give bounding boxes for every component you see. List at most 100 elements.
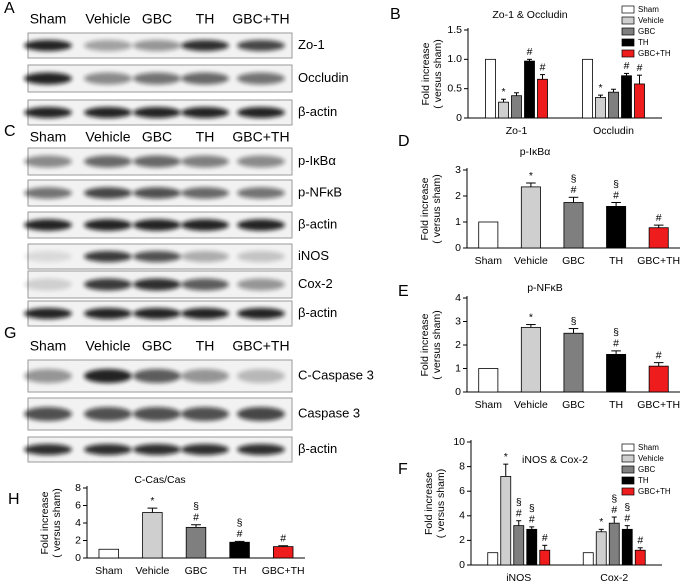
- blot-band: [84, 187, 132, 199]
- row-label: Occludin: [298, 70, 349, 85]
- bar: [608, 91, 619, 119]
- lane-label: GBC: [142, 338, 172, 354]
- panel-letter: H: [8, 491, 20, 508]
- bar: [595, 531, 607, 566]
- blot-band: [133, 278, 181, 291]
- significance-mark: *: [529, 170, 533, 182]
- x-tick-label: TH: [233, 565, 247, 577]
- y-tick-label: 6: [459, 485, 465, 497]
- blot-band: [133, 444, 181, 455]
- blot-band: [24, 251, 72, 262]
- bar: [500, 476, 512, 566]
- row-label: Caspase 3: [298, 405, 360, 420]
- legend-label: Vehicle: [638, 16, 664, 25]
- chart-title: Zo-1 & Occludin: [492, 9, 567, 21]
- blot-band: [84, 72, 132, 85]
- bar: [563, 202, 584, 249]
- x-tick-label: Sham: [95, 565, 123, 577]
- blot-band: [24, 278, 72, 291]
- legend-swatch: [621, 487, 635, 496]
- panel-letter: A: [4, 0, 15, 17]
- x-tick-label: TH: [609, 399, 623, 411]
- blot-band: [84, 219, 132, 231]
- legend-label: TH: [638, 38, 649, 47]
- legend-swatch: [621, 443, 635, 452]
- legend-swatch: [621, 454, 635, 463]
- blot-band: [237, 444, 285, 455]
- blot-band: [24, 308, 72, 319]
- blot-band: [133, 72, 181, 85]
- lane-label: Sham: [30, 338, 67, 354]
- y-tick-label: 2: [455, 190, 461, 202]
- bar: [478, 221, 499, 249]
- significance-mark: #: [529, 514, 535, 526]
- x-tick-label: GBC+TH: [637, 399, 680, 411]
- x-tick-label: Vehicle: [514, 399, 548, 411]
- bar: [648, 227, 669, 249]
- lane-label: GBC: [142, 11, 172, 27]
- bar: [582, 552, 594, 566]
- row-label: iNOS: [298, 248, 329, 263]
- bar: [634, 549, 646, 566]
- bar: [185, 526, 207, 559]
- panel-letter: D: [398, 133, 410, 150]
- significance-mark: *: [599, 516, 603, 528]
- bar: [606, 205, 627, 249]
- legend-label: Vehicle: [638, 454, 664, 463]
- bar: [526, 528, 538, 566]
- y-tick-label: 8: [459, 460, 465, 472]
- significance-mark: §: [611, 493, 617, 505]
- y-tick-label: 4: [455, 292, 461, 304]
- significance-mark: #: [540, 61, 546, 73]
- bar: [498, 101, 509, 119]
- blot-band: [237, 40, 285, 51]
- y-tick-label: 0.5: [447, 82, 462, 94]
- bar: [608, 522, 620, 566]
- y-axis-label: Fold increase( versus sham): [420, 39, 444, 108]
- blot-band: [24, 40, 72, 51]
- blot-band: [84, 155, 132, 168]
- significance-mark: #: [624, 512, 630, 524]
- chart-title: iNOS & Cox-2: [522, 454, 588, 466]
- legend-swatch: [621, 465, 635, 474]
- significance-mark: §: [571, 315, 577, 327]
- significance-mark: #: [637, 535, 643, 547]
- significance-mark: *: [504, 451, 508, 463]
- bar: [621, 528, 633, 566]
- significance-mark: *: [150, 495, 154, 507]
- significance-mark: §: [624, 501, 630, 513]
- y-axis-label: Fold increase( versus sham): [419, 310, 443, 379]
- bar: [582, 58, 593, 119]
- blot-band: [237, 308, 285, 319]
- significance-mark: #: [656, 349, 662, 361]
- significance-mark: #: [542, 532, 548, 544]
- x-tick-label: Zo-1: [506, 125, 528, 137]
- blot-band: [24, 155, 72, 168]
- lane-label: GBC+TH: [232, 338, 289, 354]
- row-label: β-actin: [298, 305, 337, 320]
- bar: [520, 186, 541, 249]
- x-tick-label: Occludin: [593, 125, 634, 137]
- x-tick-label: Cox-2: [600, 572, 628, 584]
- panel-letter: G: [4, 325, 16, 342]
- bar: [537, 78, 548, 119]
- lane-label: TH: [196, 129, 215, 145]
- bar: [229, 541, 250, 559]
- blot-band: [237, 155, 285, 168]
- significance-mark: §: [613, 327, 619, 339]
- significance-mark: #: [611, 504, 617, 516]
- blot-band: [237, 278, 285, 291]
- chart-title: C-Cas/Cas: [134, 474, 185, 486]
- blot-band: [84, 40, 132, 51]
- significance-mark: *: [501, 86, 505, 98]
- blot-band: [181, 219, 229, 231]
- legend-swatch: [621, 38, 635, 47]
- legend-swatch: [621, 476, 635, 485]
- legend-label: Sham: [638, 443, 659, 452]
- blot-band: [237, 72, 285, 85]
- blot-band: [181, 155, 229, 168]
- y-tick-label: 1.5: [447, 24, 462, 36]
- blot-band: [84, 444, 132, 455]
- blot-band: [181, 107, 229, 118]
- y-tick-label: 2: [455, 339, 461, 351]
